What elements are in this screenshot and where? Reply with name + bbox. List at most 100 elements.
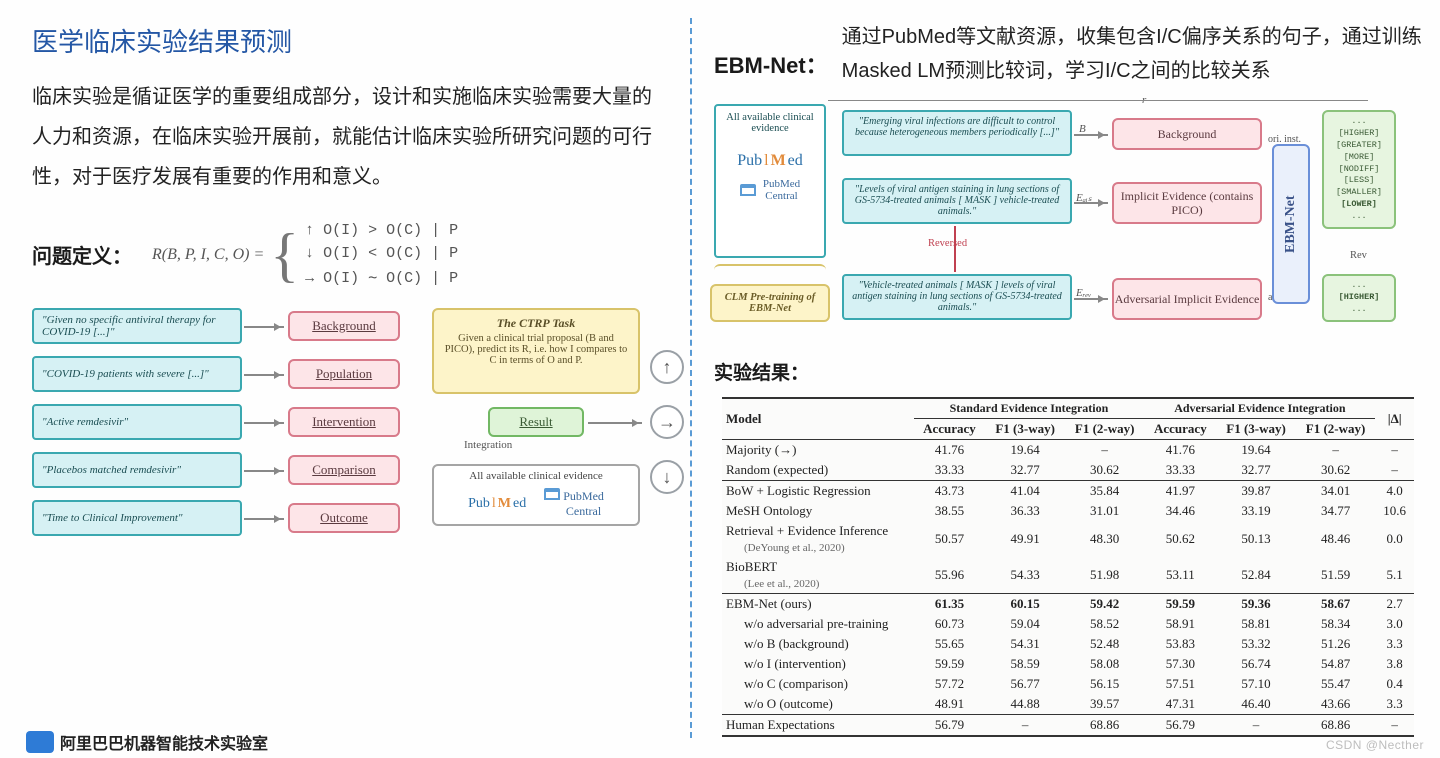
swoosh-icon [714,264,826,270]
pill-label: Population [316,366,372,382]
value-cell: – [1296,440,1376,461]
value-cell: 34.46 [1144,501,1216,521]
value-cell: 46.40 [1216,694,1296,715]
value-cell: 41.76 [914,440,986,461]
tok: ... [1326,211,1392,223]
lab-logo-icon [26,731,54,753]
formula-case: ↓ O(I) < O(C) | P [305,242,458,265]
model-cell: Retrieval + Evidence Inference(DeYoung e… [722,521,914,557]
col: F1 (2-way) [1065,419,1145,440]
table-row: w/o B (background)55.6554.3152.4853.8353… [722,634,1414,654]
formula: R(B, P, I, C, O) = { ↑ O(I) > O(C) | P ↓… [152,219,458,290]
results-table-wrap: Model Standard Evidence Integration Adve… [714,393,1422,741]
value-cell: 41.97 [1144,481,1216,502]
ctrp-task-card: The CTRP Task Given a clinical trial pro… [432,308,640,394]
arrow-icon [244,518,284,520]
value-cell: 34.01 [1296,481,1376,502]
tok: ... [1326,116,1392,128]
left-column: 医学临床实验结果预测 临床实验是循证医学的重要组成部分，设计和实施临床实验需要大… [0,0,690,758]
evidence-label: All available clinical evidence [434,470,638,482]
value-cell: 41.76 [1144,440,1216,461]
output-circle: → [650,405,684,439]
col: Accuracy [914,419,986,440]
table-row: w/o C (comparison)57.7256.7756.1557.5157… [722,674,1414,694]
tok: [LESS] [1326,175,1392,187]
arc-icon [828,100,1368,102]
value-cell: 33.19 [1216,501,1296,521]
tok: [SMALLER] [1326,187,1392,199]
model-cell: Random (expected) [722,460,914,481]
table-row: w/o I (intervention)59.5958.5958.0857.30… [722,654,1414,674]
value-cell: 0.0 [1375,521,1414,557]
value-cell: 48.91 [914,694,986,715]
table-row: EBM-Net (ours)61.3560.1559.4259.5959.365… [722,594,1414,615]
table-row: Majority (→)41.7619.64–41.7619.64–– [722,440,1414,461]
value-cell: 53.32 [1216,634,1296,654]
value-cell: 57.10 [1216,674,1296,694]
value-cell: 48.46 [1296,521,1376,557]
tok-bold: [HIGHER] [1326,292,1392,304]
value-cell: 32.77 [1216,460,1296,481]
value-cell: 55.96 [914,557,986,594]
output-tokens-box: ... [HIGHER] ... [1322,274,1396,322]
value-cell: 58.81 [1216,614,1296,634]
arrow-icon [588,422,642,424]
task-title: The CTRP Task [444,316,628,331]
quote-box: "COVID-19 patients with severe [...]" [32,356,242,392]
evidence-sentence: "Emerging viral infections are difficult… [842,110,1072,156]
value-cell: 57.51 [1144,674,1216,694]
value-cell: 36.33 [985,501,1065,521]
value-cell: 19.64 [1216,440,1296,461]
definition-label: 问题定义： [32,240,132,269]
value-cell: 68.86 [1296,715,1376,737]
tok: ... [1326,304,1392,316]
model-cell: Majority (→) [722,440,914,461]
category-pill: Implicit Evidence (contains PICO) [1112,182,1262,224]
pill-label: Outcome [320,510,368,526]
pmc-logo: PubMedCentral [544,488,604,519]
evidence-logos: PublMed PubMedCentral [434,488,638,519]
value-cell: 32.77 [985,460,1065,481]
value-cell: 44.88 [985,694,1065,715]
quote-box: "Active remdesivir" [32,404,242,440]
watermark: CSDN @Necther [1326,738,1424,752]
value-cell: 56.77 [985,674,1065,694]
rev-label: Rev [1350,250,1367,261]
value-cell: 56.79 [914,715,986,737]
model-cell: BoW + Logistic Regression [722,481,914,502]
tok-bold: [LOWER] [1326,199,1392,211]
evidence-sentence: "Vehicle-treated animals [ MASK ] levels… [842,274,1072,320]
value-cell: 58.52 [1065,614,1145,634]
value-cell: – [985,715,1065,737]
value-cell: 60.15 [985,594,1065,615]
value-cell: 41.04 [985,481,1065,502]
tok: [MORE] [1326,152,1392,164]
value-cell: 59.04 [985,614,1065,634]
ebm-net-label: EBM-Net： [714,48,828,80]
right-column: EBM-Net： 通过PubMed等文献资源，收集包含I/C偏序关系的句子，通过… [692,0,1440,758]
tok: ... [1326,280,1392,292]
arrow-icon [244,374,284,376]
results-title: 实验结果： [714,358,1422,385]
value-cell: 58.59 [985,654,1065,674]
table-row: w/o O (outcome)48.9144.8839.5747.3146.40… [722,694,1414,715]
value-cell: 19.64 [985,440,1065,461]
quote-box: "Given no specific antiviral therapy for… [32,308,242,344]
table-row: MeSH Ontology38.5536.3331.0134.4633.1934… [722,501,1414,521]
value-cell: 55.47 [1296,674,1376,694]
arrow-icon [1074,298,1108,300]
value-cell: 59.36 [1216,594,1296,615]
value-cell: 30.62 [1065,460,1145,481]
main-title: 医学临床实验结果预测 [32,22,670,59]
value-cell: 59.59 [1144,594,1216,615]
value-cell: 51.98 [1065,557,1145,594]
pill-label: Intervention [312,414,376,430]
arrow-icon [244,422,284,424]
ebm-header-row: EBM-Net： 通过PubMed等文献资源，收集包含I/C偏序关系的句子，通过… [714,20,1422,88]
pmc-logo: PubMedCentral [720,178,820,202]
footer-text: 阿里巴巴机器智能技术实验室 [60,730,268,754]
value-cell: 30.62 [1296,460,1376,481]
value-cell: 59.42 [1065,594,1145,615]
value-cell: 57.72 [914,674,986,694]
value-cell: 58.34 [1296,614,1376,634]
